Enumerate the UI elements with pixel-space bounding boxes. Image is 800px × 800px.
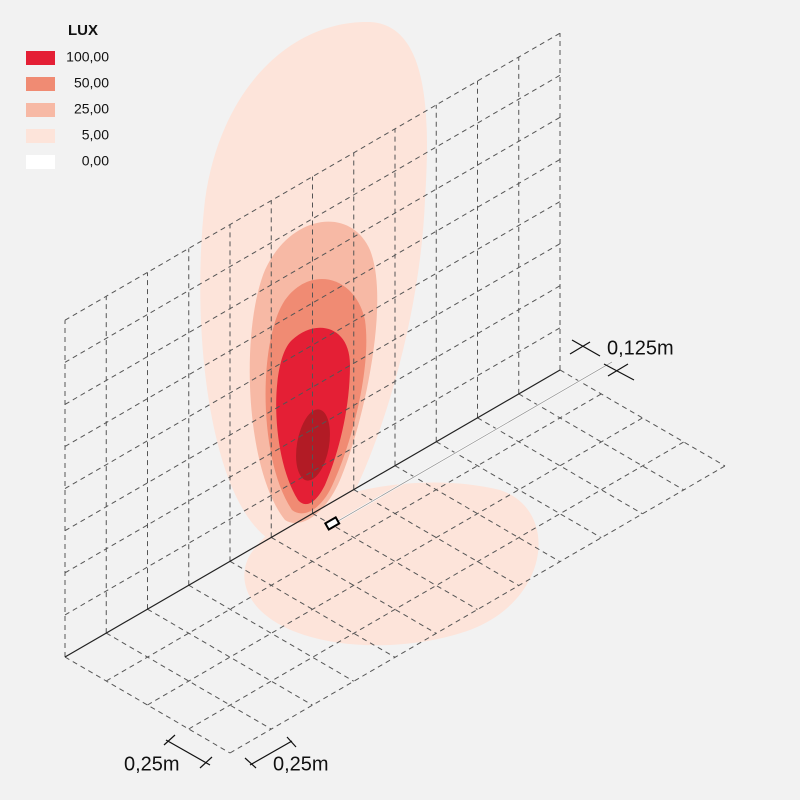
- legend-label: 25,00: [74, 101, 109, 117]
- wall-base: [64, 369, 561, 658]
- legend-swatch: [26, 77, 55, 91]
- dimension-label: 0,25m: [273, 753, 329, 775]
- floor-grid-line: [188, 584, 355, 682]
- fixture-line-edge: [332, 361, 613, 525]
- legend-label: 50,00: [74, 75, 109, 91]
- legend: 100,00 50,00 25,00 5,00 0,00: [26, 49, 109, 169]
- floor-grid-line: [105, 632, 272, 730]
- dimension-label: 0,125m: [607, 337, 674, 359]
- floor-grid-line: [312, 513, 478, 610]
- legend-swatch: [26, 51, 55, 65]
- legend-title: LUX: [68, 22, 98, 39]
- dimension-marks: [163, 339, 635, 769]
- legend-label: 100,00: [66, 49, 109, 65]
- floor-grid-line: [435, 441, 602, 539]
- floor-grid-line: [477, 417, 643, 515]
- floor-grid-line: [353, 489, 520, 586]
- floor-grid-line: [147, 608, 313, 706]
- luminaire: [323, 516, 341, 531]
- floor-grid-line: [270, 536, 437, 634]
- grid: [64, 32, 726, 754]
- floor-grid-line: [64, 656, 231, 754]
- legend-label: 0,00: [82, 153, 109, 169]
- floor-grid-line: [518, 393, 685, 491]
- dimension-label: 0,25m: [124, 753, 180, 775]
- floor-grid-line: [229, 560, 396, 658]
- floor-grid-line: [559, 369, 726, 467]
- floor-grid-line: [394, 465, 561, 563]
- legend-swatch: [26, 155, 55, 169]
- legend-label: 5,00: [82, 127, 109, 143]
- legend-swatch: [26, 129, 55, 143]
- legend-swatch: [26, 103, 55, 117]
- wall-contour-core: [296, 409, 330, 481]
